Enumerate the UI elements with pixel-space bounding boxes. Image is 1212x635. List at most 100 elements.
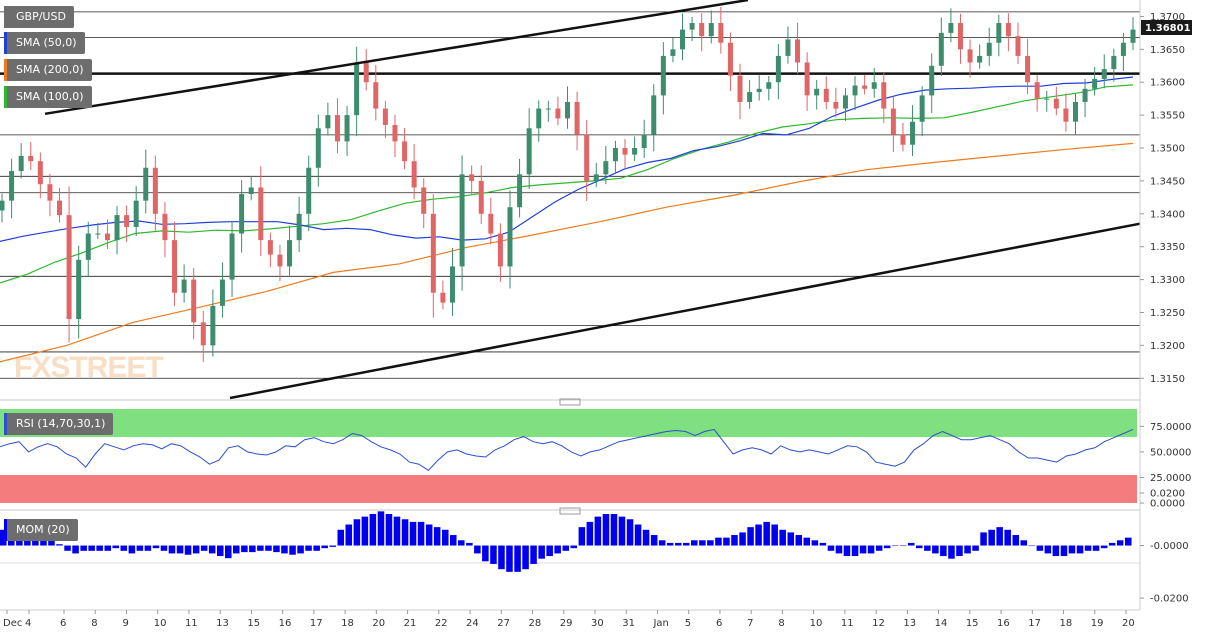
date-tick-label-11: 18 [341,618,354,629]
mom-bar-102 [819,542,827,546]
candle-body-96 [919,95,925,122]
legend-rsi[interactable]: RSI (14,70,30,1) [4,413,114,435]
candle-body-2 [18,155,24,172]
date-tick-label-31: 15 [966,618,979,629]
candle-body-3 [28,155,34,162]
legend-sma200-label: SMA (200,0) [16,63,84,76]
mom-bar-20 [160,545,168,551]
legend-sma100-label: SMA (100,0) [16,90,84,103]
price-tick-label-1: 1.3650 [1150,45,1185,56]
mom-bar-126 [1012,535,1020,546]
date-tick-label-16: 27 [497,618,510,629]
pane-resize-handle-1[interactable] [559,398,581,406]
mom-bar-52 [417,521,425,546]
candle-body-81 [775,55,781,83]
date-tick-label-14: 22 [435,618,448,629]
candle-body-88 [842,95,848,109]
candle-body-77 [737,75,743,102]
candle-body-59 [565,101,570,119]
mom-bar-5 [40,540,47,546]
mom-bar-68 [546,545,553,557]
candle-body-58 [555,108,561,119]
pane-resize-handle-2[interactable] [559,507,581,515]
mom-bar-139 [1116,540,1124,546]
mom-bar-25 [200,545,208,551]
candle-body-6 [57,200,63,216]
date-tick-label-22: 5 [685,618,691,629]
date-tick-label-35: 19 [1091,618,1104,629]
legend-symbol[interactable]: GBP/USD [4,6,74,28]
mom-bar-79 [634,524,642,546]
mom-bar-71 [570,545,578,549]
candle-body-57 [545,108,551,110]
price-tick-label-7: 1.3350 [1150,242,1185,253]
candle-body-46 [440,292,446,303]
candle-body-65 [622,148,628,155]
candle-body-4 [37,161,43,185]
mom-bar-92 [739,532,746,546]
candle-body-52 [497,233,503,267]
mom-bar-93 [747,527,754,546]
legend-sma50[interactable]: SMA (50,0) [4,32,85,54]
mom-bar-21 [168,545,176,554]
candle-body-11 [104,233,110,241]
candle-body-114 [1092,78,1098,89]
date-tick-label-6: 11 [185,618,198,629]
candle-body-89 [852,85,858,96]
candle-body-94 [900,134,906,145]
legend-sma200[interactable]: SMA (200,0) [4,59,92,81]
mom-bar-137 [1100,545,1108,549]
mom-bar-132 [1060,545,1068,557]
mom-bar-42 [337,529,345,546]
mom-bar-118 [948,545,955,559]
sma50-line [0,76,1134,242]
mom-bar-129 [1036,545,1044,551]
mom-bar-107 [859,545,867,554]
candle-body-61 [584,134,590,181]
mom-bar-112 [900,545,907,547]
date-tick-label-24: 7 [747,618,753,629]
mom-bar-44 [353,519,361,546]
legend-mom[interactable]: MOM (20) [4,519,78,541]
rsi-oversold-zone [0,475,1137,503]
candle-body-35 [334,115,340,142]
candle-body-12 [114,215,120,241]
mom-bar-54 [433,527,441,546]
mom-tick-label-0: 0.0200 [1150,488,1185,499]
candle-body-28 [267,240,273,255]
mom-bar-31 [249,545,256,553]
mom-bar-34 [273,545,280,553]
candle-body-20 [191,279,197,323]
mom-bar-57 [458,540,465,546]
mom-bar-49 [393,516,401,546]
mom-bar-84 [675,542,682,546]
candle-body-109 [1044,98,1050,100]
mom-bar-45 [361,516,369,546]
candle-body-91 [871,82,877,89]
date-tick-label-8: 15 [247,618,260,629]
mom-bar-59 [474,545,481,554]
mom-bar-85 [683,542,690,546]
candle-body-105 [1005,23,1011,37]
mom-bar-66 [530,545,537,564]
candle-body-9 [85,233,91,260]
candle-body-80 [766,82,772,89]
candle-body-67 [641,134,647,149]
candle-body-78 [747,92,753,102]
mom-bar-78 [626,519,634,546]
upper-channel-trendline [44,0,749,116]
candle-body-1 [9,171,15,201]
mom-bar-90 [723,537,730,546]
candle-body-97 [929,65,935,96]
mom-bar-123 [988,529,995,546]
candle-body-38 [363,62,369,83]
candle-body-90 [862,85,868,89]
mom-bar-13 [104,545,112,551]
candle-body-14 [133,200,139,227]
mom-bar-43 [345,524,353,546]
date-tick-label-27: 11 [841,618,854,629]
mom-bar-88 [707,540,714,546]
mom-bar-135 [1084,545,1092,551]
legend-sma100[interactable]: SMA (100,0) [4,86,92,108]
mom-bar-101 [811,540,819,546]
